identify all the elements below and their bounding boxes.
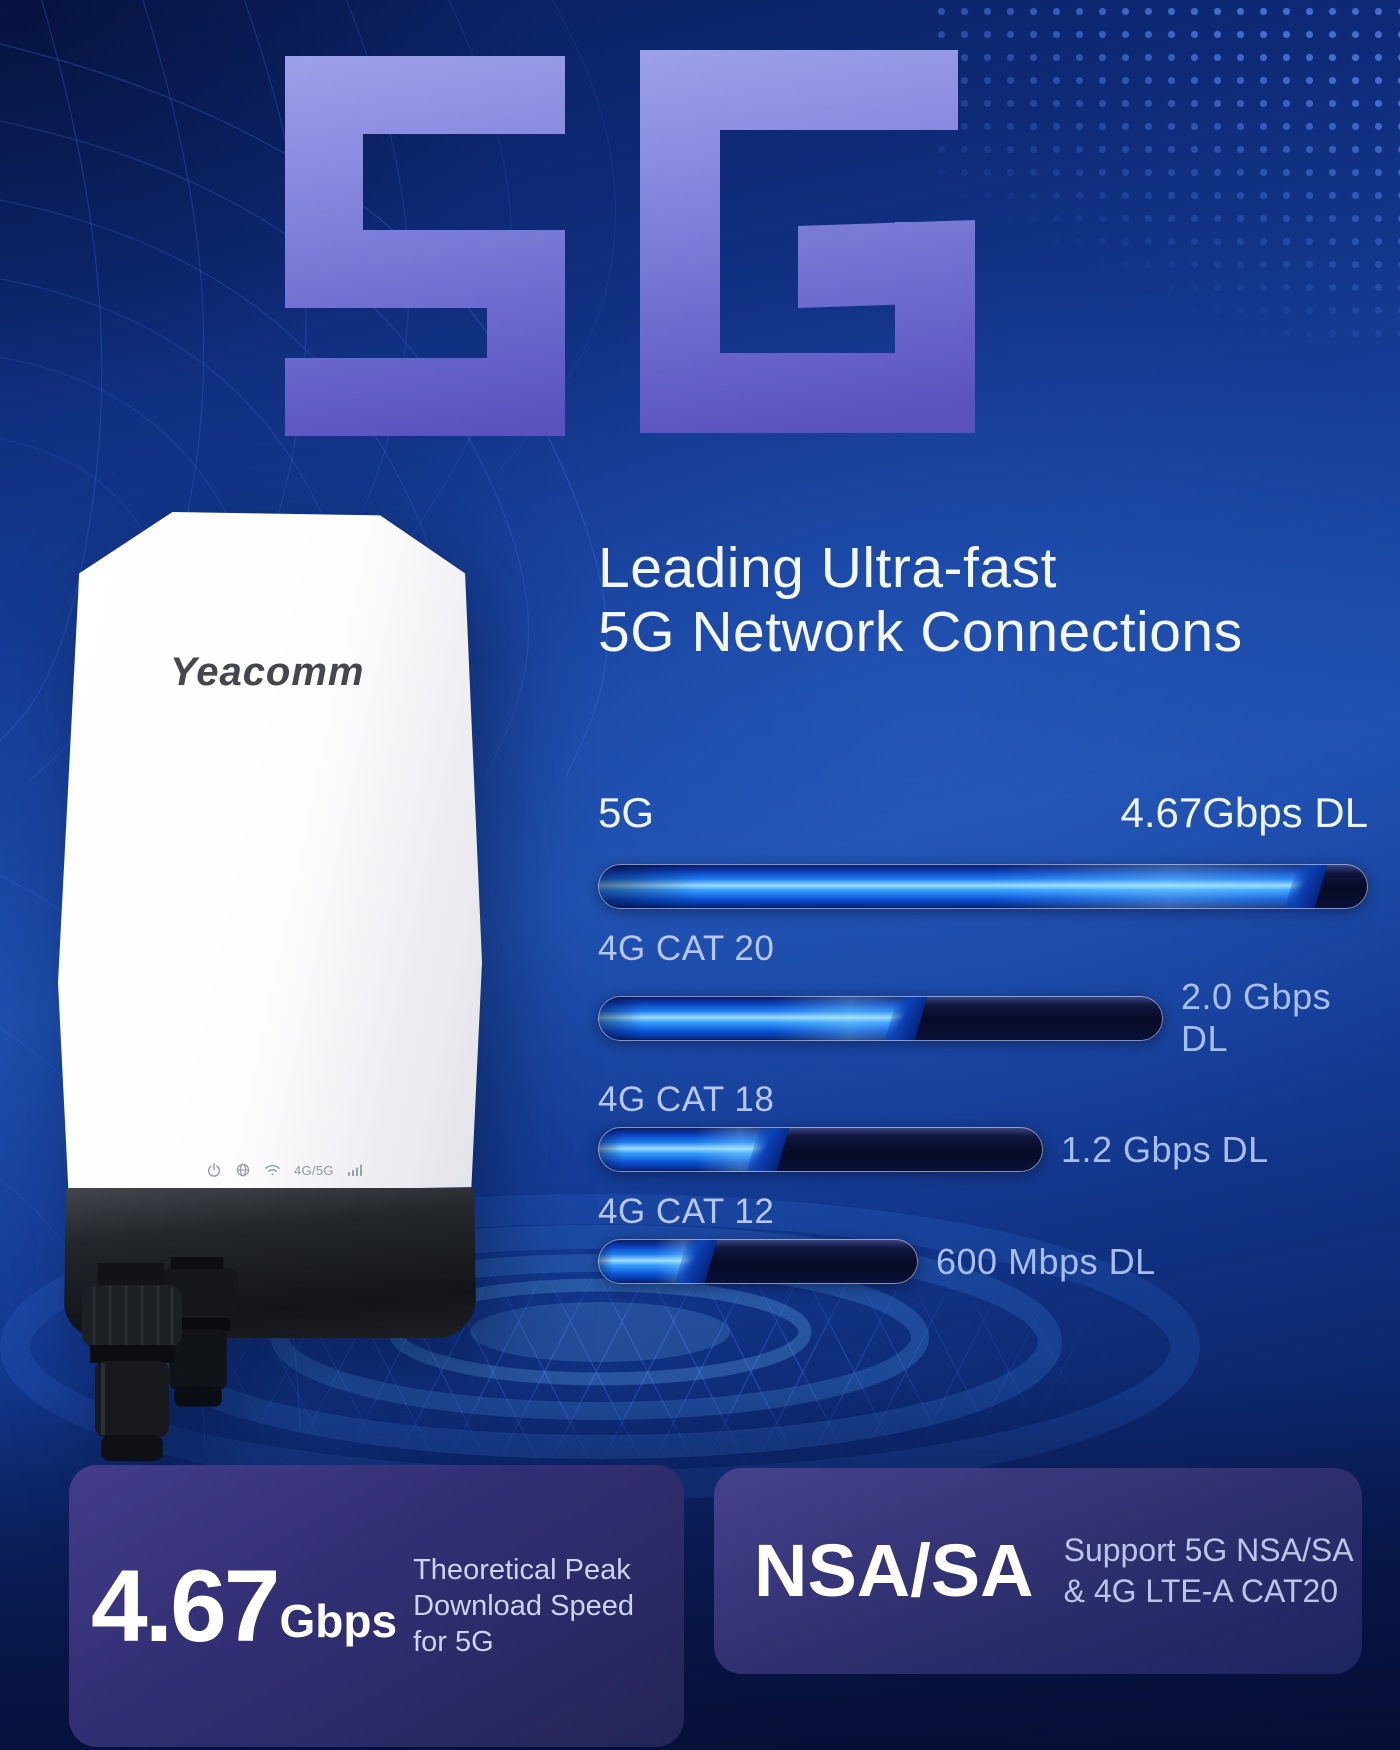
- bar-track: [598, 1239, 918, 1284]
- signal-bars-icon: [347, 1164, 362, 1176]
- speed-row-cat20: 4G CAT 20 2.0 Gbps DL: [598, 929, 1388, 1060]
- nsa-sa-description: Support 5G NSA/SA & 4G LTE-A CAT20: [1063, 1532, 1354, 1609]
- hero-5g-logo: 5G: [280, 48, 980, 448]
- category-label: 4G CAT 18: [598, 1080, 775, 1119]
- peak-speed-value: 4.67: [91, 1549, 281, 1663]
- network-mode-label: 4G/5G: [294, 1162, 334, 1178]
- category-label: 4G CAT 20: [598, 929, 775, 968]
- halftone-dots-decor: [930, 0, 1400, 345]
- bar-fill: [598, 864, 1315, 909]
- speed-row-5g: 5G 4.67Gbps DL: [598, 788, 1388, 909]
- wifi-icon: [265, 1164, 280, 1176]
- page-title: Leading Ultra-fast 5G Network Connection…: [598, 536, 1243, 664]
- bar-track: [598, 995, 1163, 1041]
- value-label: 600 Mbps DL: [936, 1240, 1156, 1282]
- bar-track: [598, 1127, 1043, 1172]
- device-status-bar: 4G/5G: [206, 1162, 363, 1178]
- bar-fill: [598, 995, 915, 1041]
- device-body: Yeacomm 4G/5G: [58, 512, 482, 1194]
- page-title-line2: 5G Network Connections: [598, 600, 1243, 664]
- value-label: 1.2 Gbps DL: [1061, 1128, 1269, 1170]
- hero-5g-glyphs: [285, 50, 975, 436]
- bar-fill: [598, 1239, 704, 1284]
- category-label: 5G: [598, 789, 655, 836]
- bar-fill: [598, 1127, 776, 1172]
- peak-speed-description: Theoretical Peak Download Speed for 5G: [413, 1554, 634, 1658]
- category-label: 4G CAT 12: [598, 1192, 775, 1231]
- page-title-line1: Leading Ultra-fast: [598, 536, 1057, 600]
- value-label: 2.0 Gbps DL: [1181, 976, 1332, 1059]
- value-label: 4.67Gbps DL: [1120, 789, 1369, 836]
- cable-gland: [82, 1257, 239, 1461]
- brand-logo: Yeacomm: [170, 650, 365, 694]
- internet-icon: [236, 1163, 250, 1177]
- peak-speed-unit: Gbps: [279, 1595, 398, 1647]
- speed-row-cat12: 4G CAT 12 600 Mbps DL: [598, 1192, 1388, 1284]
- power-icon: [207, 1163, 221, 1177]
- speed-row-head: 5G 4.67Gbps DL: [598, 788, 1368, 838]
- speed-chart: 5G 4.67Gbps DL 4G CAT 20 2.0 Gbps DL 4G …: [598, 788, 1388, 1284]
- router-device-image: Yeacomm 4G/5G: [58, 512, 482, 1462]
- nsa-sa-headline: NSA/SA: [754, 1529, 1034, 1612]
- feature-card-peak-speed: 4.67 Gbps Theoretical Peak Download Spee…: [69, 1465, 684, 1747]
- speed-row-cat18: 4G CAT 18 1.2 Gbps DL: [598, 1080, 1388, 1172]
- bar-track: [598, 864, 1368, 909]
- feature-card-nsa-sa: NSA/SA Support 5G NSA/SA & 4G LTE-A CAT2…: [714, 1468, 1362, 1674]
